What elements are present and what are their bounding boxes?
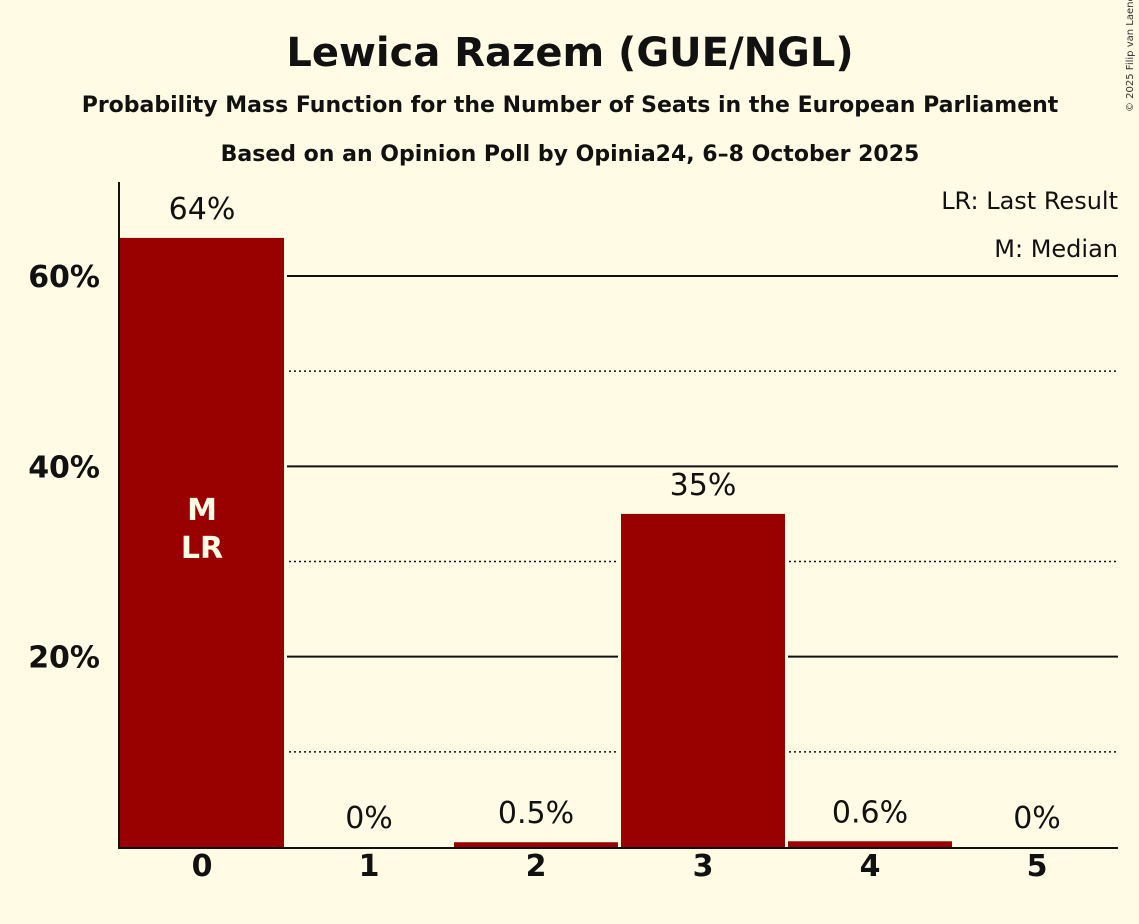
bar-seats-2 [454,842,618,847]
copyright: © 2025 Filip van Laenen [1125,0,1136,112]
bar-seats-0 [120,237,284,848]
median-marker: M [187,493,217,528]
x-tick-label: 0 [192,849,213,884]
bar-value-label: 0% [345,801,393,836]
chart-subtitle: Probability Mass Function for the Number… [82,93,1059,118]
chart-subtitle-poll: Based on an Opinion Poll by Opinia24, 6–… [221,142,920,167]
y-tick-label: 20% [28,641,100,676]
x-tick-label: 1 [359,849,380,884]
legend-median: M: Median [994,235,1118,263]
bar-value-label: 35% [670,468,737,503]
x-tick-label: 3 [693,849,714,884]
last-result-marker: LR [181,531,223,566]
bar-value-label: 0.6% [832,795,908,830]
x-tick-label: 2 [526,849,547,884]
y-tick-label: 40% [28,450,100,485]
x-tick-label: 4 [860,849,881,884]
y-tick-label: 60% [28,260,100,295]
bar-value-label: 64% [169,192,236,227]
x-tick-label: 5 [1027,849,1048,884]
bar-seats-3 [621,513,785,847]
chart-title: Lewica Razem (GUE/NGL) [286,30,853,76]
legend-last-result: LR: Last Result [941,187,1118,215]
bar-value-label: 0% [1013,801,1061,836]
bar-seats-4 [788,841,952,847]
bar-value-label: 0.5% [498,796,574,831]
